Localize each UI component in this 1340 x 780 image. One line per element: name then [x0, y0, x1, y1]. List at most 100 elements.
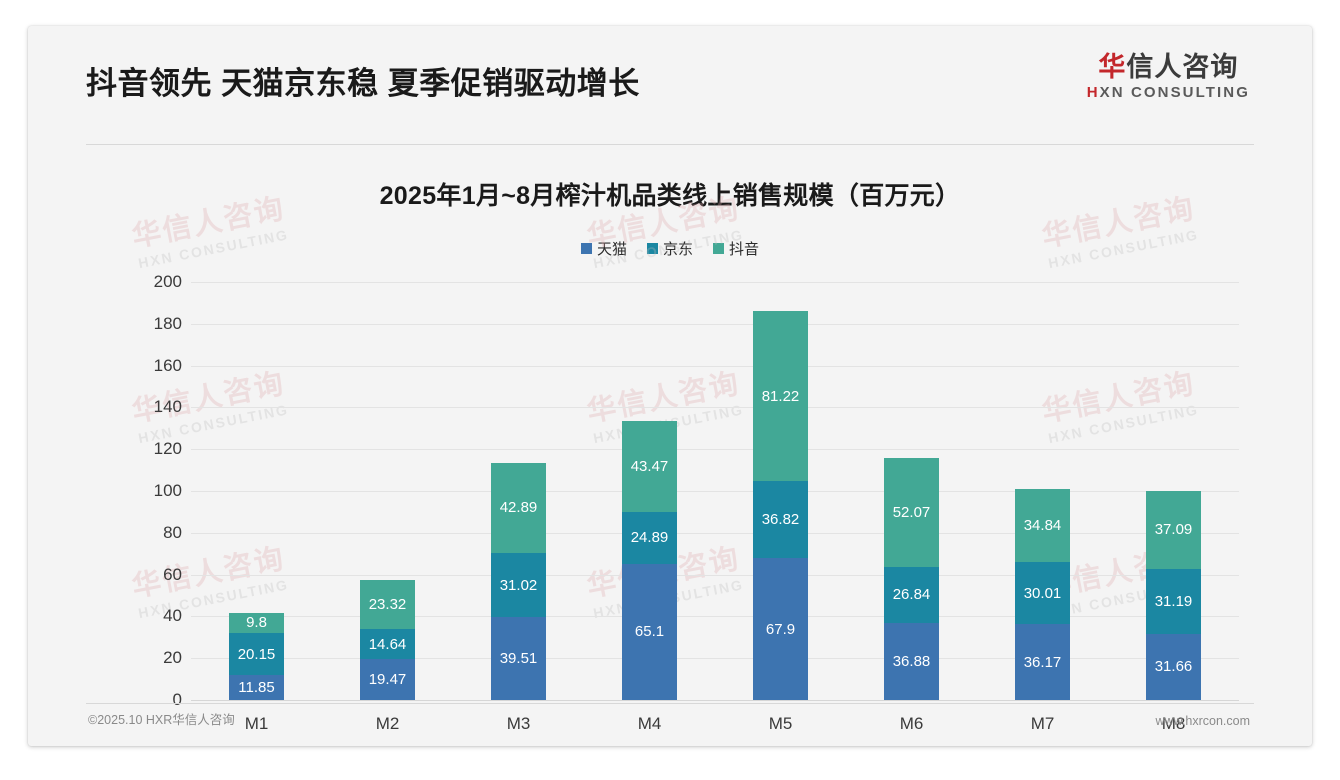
stacked-bar[interactable]: 19.47 14.64 23.32 — [360, 579, 415, 700]
bar-segment-天猫[interactable]: 65.1 — [622, 563, 677, 700]
bar-group-M8: 31.66 31.19 37.09 M8 — [1108, 282, 1239, 733]
bar-group-M1: 11.85 20.15 9.8 M1 — [191, 282, 322, 733]
gridline: 0 — [173, 690, 1239, 709]
bar-group-M7: 36.17 30.01 34.84 M7 — [977, 282, 1108, 733]
bar-segment-抖音[interactable]: 43.47 — [622, 421, 677, 512]
x-axis-tick-label: M8 — [1161, 714, 1186, 733]
legend-swatch-icon — [580, 243, 592, 254]
gridline: 160 — [154, 356, 1239, 375]
y-axis-tick-label: 40 — [163, 606, 182, 626]
stacked-bar[interactable]: 67.9 36.82 81.22 — [753, 311, 808, 700]
bar-segment-京东[interactable]: 26.84 — [884, 566, 939, 623]
bar-value-label: 31.66 — [1154, 658, 1193, 676]
bar-value-label: 24.89 — [630, 529, 669, 547]
bar-value-label: 23.32 — [368, 595, 407, 613]
legend-item-天猫[interactable]: 天猫 — [580, 238, 627, 259]
bar-value-label: 52.07 — [892, 503, 931, 521]
header-divider — [86, 144, 1254, 145]
bar-value-label: 34.84 — [1023, 516, 1062, 534]
y-axis-tick-label: 20 — [163, 648, 182, 668]
bar-segment-天猫[interactable]: 36.88 — [884, 622, 939, 700]
bar-segment-天猫[interactable]: 39.51 — [491, 617, 546, 700]
gridline: 180 — [154, 314, 1239, 333]
bar-group-M5: 67.9 36.82 81.22 M5 — [715, 282, 846, 733]
chart-title: 2025年1月~8月榨汁机品类线上销售规模（百万元） — [379, 182, 961, 210]
logo-english-text: HXN CONSULTING — [1087, 84, 1250, 101]
bar-value-label: 30.01 — [1023, 584, 1062, 602]
x-axis-tick-label: M2 — [375, 714, 400, 733]
footer-copyright: ©2025.10 HXR华信人咨询 — [88, 713, 235, 727]
stacked-bar[interactable]: 36.88 26.84 52.07 — [884, 458, 939, 700]
chart-plot-area: 200 180 160 140 120 100 80 60 40 20 0 11.85 20.15 9.… — [28, 266, 1312, 733]
bar-segment-天猫[interactable]: 31.66 — [1146, 633, 1201, 700]
stacked-bar[interactable]: 65.1 24.89 43.47 — [622, 421, 677, 700]
bar-segment-抖音[interactable]: 23.32 — [360, 579, 415, 629]
bar-segment-京东[interactable]: 20.15 — [229, 633, 284, 676]
y-axis-tick-label: 180 — [153, 313, 182, 333]
bar-value-label: 19.47 — [368, 671, 407, 689]
y-axis-tick-label: 160 — [153, 355, 182, 375]
y-axis-tick-label: 200 — [153, 272, 182, 291]
x-axis-tick-label: M5 — [768, 714, 793, 733]
plot-inner: 200 180 160 140 120 100 80 60 40 20 0 11.85 20.15 9.… — [154, 272, 1239, 733]
bar-segment-京东[interactable]: 36.82 — [753, 481, 808, 559]
x-axis-tick-label: M7 — [1030, 714, 1055, 733]
bar-value-label: 31.19 — [1154, 592, 1193, 610]
bar-segment-天猫[interactable]: 11.85 — [229, 675, 284, 700]
bar-segment-京东[interactable]: 14.64 — [360, 628, 415, 660]
bar-segment-天猫[interactable]: 19.47 — [360, 659, 415, 700]
stacked-bar[interactable]: 36.17 30.01 34.84 — [1015, 488, 1070, 700]
y-axis-tick-label: 140 — [153, 397, 182, 417]
gridline: 140 — [154, 397, 1239, 416]
bar-value-label: 9.8 — [246, 614, 267, 632]
y-axis-tick-label: 0 — [172, 690, 182, 709]
y-axis-tick-label: 100 — [153, 481, 182, 500]
bar-series-container: 11.85 20.15 9.8 M1 19.47 14.64 23.32 M2 39.51 31.… — [191, 282, 1239, 733]
logo-chinese-text: 华信人咨询 — [1087, 53, 1250, 81]
x-axis-tick-label: M6 — [899, 714, 924, 733]
y-axis-tick-label: 120 — [153, 439, 182, 459]
legend-label: 京东 — [662, 241, 693, 258]
gridline: 40 — [163, 606, 1239, 625]
bar-value-label: 36.82 — [761, 511, 800, 529]
logo-en-initial: H — [1086, 84, 1100, 102]
bar-segment-抖音[interactable]: 81.22 — [753, 311, 808, 482]
bar-segment-京东[interactable]: 30.01 — [1015, 561, 1070, 625]
bar-segment-天猫[interactable]: 67.9 — [753, 558, 808, 700]
bar-segment-抖音[interactable]: 9.8 — [229, 612, 284, 634]
logo-char-hua: 华 — [1098, 52, 1127, 82]
stacked-bar[interactable]: 31.66 31.19 37.09 — [1146, 491, 1201, 700]
bar-segment-抖音[interactable]: 34.84 — [1015, 488, 1070, 562]
bar-segment-京东[interactable]: 31.19 — [1146, 568, 1201, 634]
footer-divider — [86, 703, 1254, 704]
x-axis-tick-label: M4 — [637, 714, 662, 733]
bar-group-M4: 65.1 24.89 43.47 M4 — [584, 282, 715, 733]
bar-segment-京东[interactable]: 31.02 — [491, 552, 546, 618]
legend-label: 天猫 — [596, 241, 627, 258]
bar-value-label: 36.88 — [892, 652, 931, 670]
bar-segment-抖音[interactable]: 52.07 — [884, 458, 939, 567]
company-logo: 华信人咨询 HXN CONSULTING — [1087, 53, 1250, 102]
x-axis-tick-label: M1 — [244, 714, 269, 733]
gridline: 200 — [154, 272, 1239, 291]
bar-segment-天猫[interactable]: 36.17 — [1015, 624, 1070, 700]
stacked-bar[interactable]: 39.51 31.02 42.89 — [491, 462, 546, 700]
legend-item-京东[interactable]: 京东 — [646, 238, 693, 259]
bar-value-label: 65.1 — [634, 623, 665, 641]
legend-item-抖音[interactable]: 抖音 — [713, 238, 759, 259]
stacked-bar[interactable]: 11.85 20.15 9.8 — [229, 612, 284, 700]
bar-value-label: 36.17 — [1023, 653, 1062, 671]
bar-value-label: 39.51 — [499, 650, 538, 668]
gridline: 80 — [163, 523, 1239, 542]
chart-legend: 天猫 京东 抖音 — [28, 238, 1312, 259]
logo-chars-rest: 信人咨询 — [1126, 52, 1239, 82]
page-title: 抖音领先 天猫京东稳 夏季促销驱动增长 — [86, 66, 640, 101]
x-axis-tick-label: M3 — [506, 714, 531, 733]
bar-segment-抖音[interactable]: 37.09 — [1146, 491, 1201, 569]
bar-value-label: 81.22 — [761, 387, 800, 405]
bar-group-M6: 36.88 26.84 52.07 M6 — [846, 282, 977, 733]
bar-value-label: 14.64 — [368, 635, 407, 653]
y-axis-tick-label: 60 — [163, 564, 182, 584]
bar-segment-京东[interactable]: 24.89 — [622, 511, 677, 564]
bar-segment-抖音[interactable]: 42.89 — [491, 462, 546, 553]
